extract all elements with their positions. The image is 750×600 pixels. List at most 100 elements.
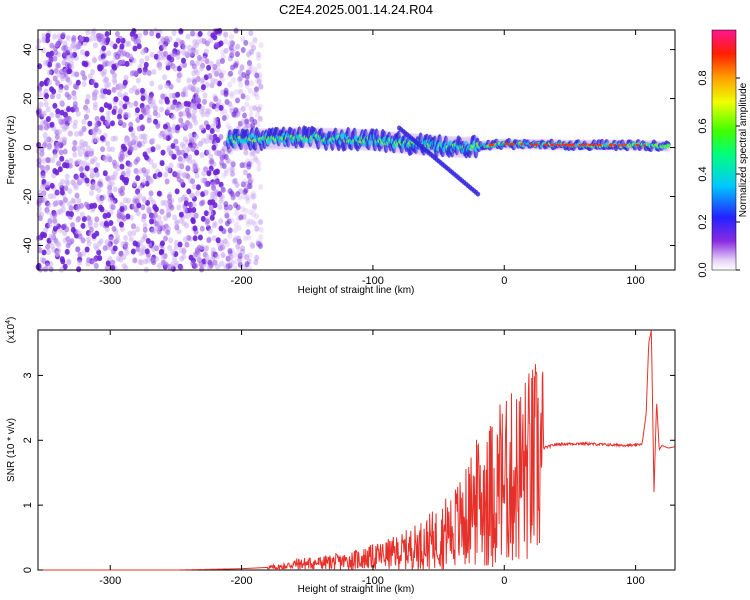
spectrogram-noise-dot <box>223 204 229 211</box>
spectrogram-noise-dot <box>192 39 198 46</box>
spectrogram-noise-dot <box>184 213 190 220</box>
spectrogram-noise-dot <box>57 115 63 122</box>
spectrogram-noise-dot <box>62 44 68 51</box>
spectrogram-noise-dot <box>102 170 108 177</box>
spectrogram-noise-dot <box>39 184 45 191</box>
spectrogram-noise-dot <box>156 215 162 222</box>
spectrogram-noise-dot <box>236 247 242 254</box>
spectrogram-noise-dot <box>99 220 105 227</box>
spectrogram-noise-dot <box>209 82 215 89</box>
spectrogram-noise-dot <box>229 104 235 111</box>
spectrogram-noise-dot <box>159 240 165 247</box>
spectrogram-noise-dot <box>191 108 197 115</box>
spectrogram-noise-dot <box>46 157 52 164</box>
spectrogram-noise-dot <box>234 182 240 189</box>
spectrogram-noise-dot <box>165 60 171 67</box>
spectrogram-noise-dot <box>144 154 150 161</box>
spectrogram-noise-dot <box>123 111 129 118</box>
spectrogram-noise-dot <box>247 87 253 94</box>
spectrogram-noise-dot <box>81 250 87 257</box>
spectrogram-noise-dot <box>254 77 260 84</box>
spectrogram-noise-dot <box>256 55 262 62</box>
spectrogram-noise-dot <box>100 115 106 122</box>
spectrogram-noise-dot <box>64 61 70 68</box>
spectrogram-noise-dot <box>137 239 143 246</box>
spectrogram-noise-dot <box>42 60 48 67</box>
spectrogram-noise-dot <box>174 260 180 267</box>
spectrogram-noise-dot <box>146 205 152 212</box>
spectrogram-noise-dot <box>111 86 117 93</box>
spectrogram-noise-dot <box>211 251 217 258</box>
spectrogram-noise-dot <box>142 47 148 54</box>
spectrogram-noise-dot <box>177 241 183 248</box>
spectrogram-noise-dot <box>146 117 152 124</box>
spectrogram-noise-dot <box>68 205 74 212</box>
spectrogram-noise-dot <box>179 62 185 69</box>
spectrogram-noise-dot <box>135 175 141 182</box>
spectrogram-noise-dot <box>89 167 95 174</box>
spectrogram-noise-dot <box>111 108 117 115</box>
spectrogram-noise-dot <box>230 194 236 201</box>
spectrogram-noise-dot <box>231 48 237 55</box>
spectrogram-noise-dot <box>233 27 239 34</box>
spectrogram-noise-dot <box>254 94 260 101</box>
spectrogram-noise-dot <box>159 208 165 215</box>
spectrogram-noise-dot <box>228 166 234 173</box>
spectrogram-noise-dot <box>232 237 238 244</box>
spectrogram-noise-dot <box>111 72 117 79</box>
snr-y-multiplier: (x104) <box>5 317 17 344</box>
spectrogram-noise-dot <box>245 69 251 76</box>
spectrogram-noise-dot <box>52 225 58 232</box>
spectrogram-noise-dot <box>254 225 260 232</box>
spectrogram-noise-dot <box>87 73 93 80</box>
spectrogram-noise-dot <box>121 215 127 222</box>
spectrogram-noise-dot <box>199 37 205 44</box>
spectrogram-noise-dot <box>44 181 50 188</box>
spectrogram-noise-dot <box>229 92 235 99</box>
spectrogram-noise-dot <box>145 238 151 245</box>
spectrogram-noise-dot <box>157 84 163 91</box>
spectrogram-noise-dot <box>94 216 100 223</box>
spectrogram-noise-dot <box>123 245 129 252</box>
spectrogram-noise-dot <box>46 144 52 151</box>
spectrogram-noise-dot <box>248 105 254 112</box>
spectrogram-noise-dot <box>72 94 78 101</box>
colorbar-tick-label: 0.0 <box>697 262 709 277</box>
spectrogram-noise-dot <box>250 242 256 249</box>
spectrogram-noise-dot <box>173 171 179 178</box>
spectrogram-noise-dot <box>173 138 179 145</box>
spectrogram-noise-dot <box>51 193 57 200</box>
spectrogram-noise-dot <box>171 256 177 263</box>
snr-x-axis-label: Height of straight line (km) <box>298 584 415 595</box>
spectrogram-noise-dot <box>204 111 210 118</box>
spectrogram-noise-dot <box>158 220 164 227</box>
spectrogram-noise-dot <box>256 63 262 70</box>
spectrogram-noise-dot <box>139 58 145 65</box>
spectrogram-noise-dot <box>170 127 176 134</box>
spectrogram-noise-dot <box>87 219 93 226</box>
spectrogram-noise-dot <box>153 53 159 60</box>
spectrogram-noise-dot <box>87 120 93 127</box>
spectrogram-noise-dot <box>55 62 61 69</box>
spectrogram-noise-dot <box>148 196 154 203</box>
spectrogram-noise-dot <box>203 189 209 196</box>
spectrogram-noise-dot <box>131 57 137 64</box>
spectrogram-noise-dot <box>249 177 255 184</box>
spectrogram-noise-dot <box>189 30 195 37</box>
spectrogram-noise-dot <box>121 122 127 129</box>
spectrogram-noise-dot <box>157 54 163 61</box>
spectrogram-noise-dot <box>229 170 235 177</box>
spectrogram-noise-dot <box>257 242 263 249</box>
spectrogram-noise-dot <box>57 166 63 173</box>
spectrogram-noise-dot <box>92 156 98 163</box>
spectrogram-noise-dot <box>208 261 214 268</box>
spectrogram-noise-dot <box>142 133 148 140</box>
spectrogram-noise-dot <box>76 197 82 204</box>
spectrogram-noise-dot <box>124 51 130 58</box>
spectrogram-noise-dot <box>94 89 100 96</box>
spectrogram-noise-dot <box>46 202 52 209</box>
spectrogram-noise-dot <box>258 42 264 49</box>
spectrogram-noise-dot <box>203 246 209 253</box>
spectrogram-noise-dot <box>165 229 171 236</box>
spectrogram-noise-dot <box>85 236 91 243</box>
